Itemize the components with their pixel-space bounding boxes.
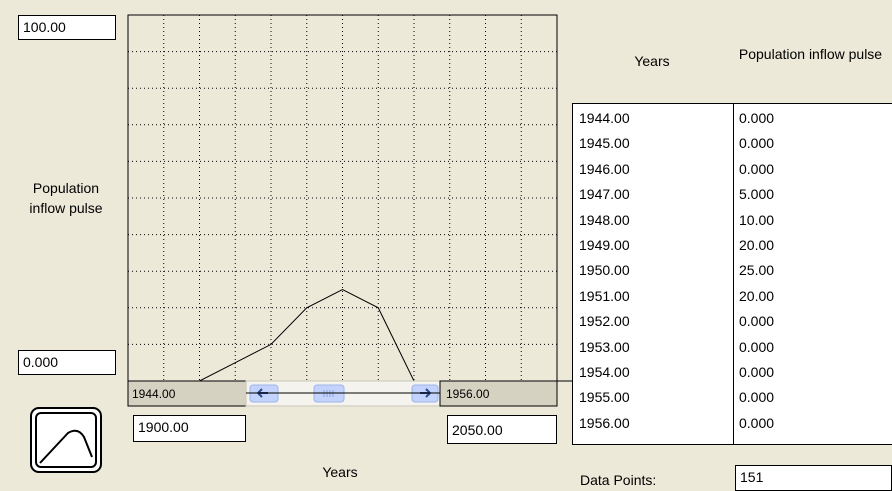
- icon-outer: [30, 407, 102, 473]
- table-cell[interactable]: 0.000: [739, 135, 775, 152]
- table-cell[interactable]: 1949.00: [579, 237, 630, 253]
- x-min-field[interactable]: 1900.00: [133, 415, 246, 442]
- icon-curve: [39, 429, 93, 464]
- y-axis-label: Population inflow pulse: [10, 178, 122, 218]
- column-divider: [733, 104, 734, 444]
- table-cell[interactable]: 0.000: [739, 313, 775, 330]
- data-points-label: Data Points:: [580, 472, 657, 488]
- y-axis-label-text: Population inflow pulse: [29, 180, 103, 216]
- table-cell[interactable]: 0.000: [739, 338, 775, 355]
- table-header: Years: [634, 53, 670, 69]
- table-cell[interactable]: 20.00: [739, 287, 775, 304]
- table-cell[interactable]: 1951.00: [579, 287, 630, 304]
- data-table[interactable]: 1944.00 0.000 1945.00 0.000 1946.00 0.000 1947…: [572, 103, 892, 445]
- table-cell[interactable]: 1944.00: [579, 110, 630, 126]
- table-cell[interactable]: 0.000: [739, 160, 775, 177]
- table-cell[interactable]: 20.00: [739, 237, 775, 253]
- table-cell[interactable]: 10.00: [739, 211, 775, 228]
- data-points-field[interactable]: 151: [735, 465, 892, 491]
- table-cell[interactable]: 1955.00: [579, 389, 630, 406]
- table-cell[interactable]: 0.000: [739, 389, 775, 406]
- table-cell[interactable]: 5.000: [739, 186, 775, 203]
- table-header: Population inflow pulse: [738, 46, 883, 62]
- table-cell[interactable]: 0.000: [739, 414, 775, 431]
- table-cell[interactable]: 1956.00: [579, 414, 630, 431]
- view-end: 1956.00: [446, 387, 490, 401]
- x-max-field[interactable]: 2050.00: [447, 415, 557, 444]
- icon-inner: [35, 412, 97, 468]
- view-start: 1944.00: [132, 387, 176, 401]
- table-cell[interactable]: 1946.00: [579, 160, 630, 177]
- view-start-box: [127, 380, 247, 407]
- x-axis-label: Years: [322, 464, 358, 480]
- table-cell[interactable]: 1952.00: [579, 313, 630, 330]
- curve-icon[interactable]: [30, 407, 102, 473]
- table-cell[interactable]: 1945.00: [579, 135, 630, 152]
- table-cell[interactable]: 0.000: [739, 364, 775, 380]
- table-cell[interactable]: 1948.00: [579, 211, 630, 228]
- table-cell[interactable]: 0.000: [739, 110, 775, 126]
- table-cell[interactable]: 1947.00: [579, 186, 630, 203]
- table-cell[interactable]: 1950.00: [579, 262, 630, 279]
- table-cell[interactable]: 25.00: [739, 262, 775, 279]
- table-cell[interactable]: 1953.00: [579, 338, 630, 355]
- view-end-box: [439, 380, 558, 407]
- y-min-field[interactable]: 0.000: [18, 350, 116, 375]
- y-max-field[interactable]: 100.00: [18, 15, 116, 40]
- table-cell[interactable]: 1954.00: [579, 364, 630, 380]
